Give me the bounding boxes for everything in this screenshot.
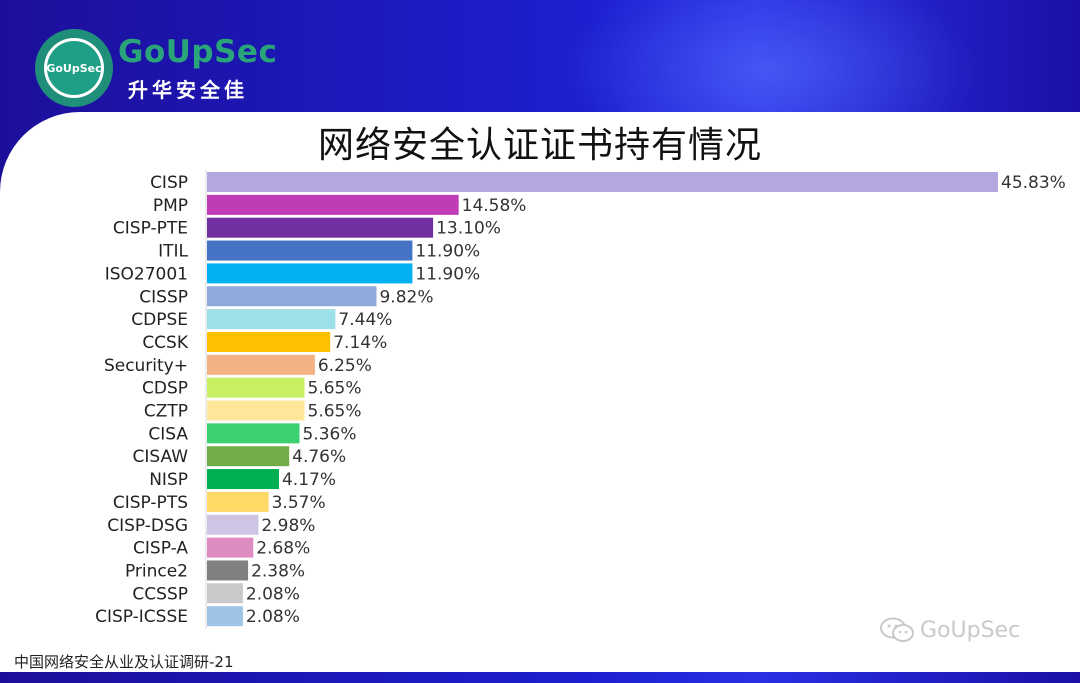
svg-text:GoUpSec: GoUpSec [46, 62, 101, 75]
bar-cisp [207, 172, 998, 192]
bar-ccsk [207, 331, 331, 352]
data-label: 14.58% [462, 196, 527, 216]
category-label: CCSSP [132, 584, 188, 604]
category-label: CISA [148, 424, 188, 444]
bar-pmp [207, 194, 459, 215]
watermark-text: GoUpSec [920, 617, 1021, 643]
bar-cisp-dsg [207, 514, 259, 535]
category-label: PMP [153, 196, 188, 216]
category-label: CISP-A [133, 539, 188, 559]
bar-cisp-pte [207, 217, 434, 238]
category-label: CDSP [142, 379, 188, 399]
data-label: 6.25% [318, 356, 372, 376]
bar-cdsp [207, 377, 305, 398]
bar-cisa [207, 423, 300, 444]
brand-seal-logo: GoUpSec [34, 28, 114, 108]
wechat-watermark: GoUpSec [880, 617, 1020, 643]
wechat-icon [880, 617, 914, 642]
data-label: 7.14% [333, 333, 387, 353]
data-label: 3.57% [272, 493, 326, 513]
data-label: 11.90% [415, 242, 480, 262]
bar-cisp-a [207, 537, 254, 558]
data-label: 5.65% [308, 379, 362, 399]
category-label: Security+ [104, 356, 188, 376]
category-label: CISAW [133, 447, 189, 467]
category-label: CISP-ICSSE [95, 607, 188, 627]
bar-cisaw [207, 446, 290, 467]
bar-iso27001 [207, 263, 413, 284]
category-label: CDPSE [131, 310, 188, 330]
bar-itil [207, 240, 413, 261]
footer-note: 中国网络安全从业及认证调研-21 [14, 653, 234, 671]
bar-nisp [207, 469, 279, 490]
bar-cissp [207, 286, 377, 307]
data-label: 2.68% [256, 539, 310, 559]
category-label: CISP [150, 173, 188, 193]
bar-cdpse [207, 309, 336, 330]
bar-cisp-icsse [207, 606, 243, 627]
data-label: 4.17% [282, 470, 336, 490]
data-label: 7.44% [338, 310, 392, 330]
data-label: 2.38% [251, 561, 305, 581]
category-label: Prince2 [125, 561, 188, 581]
data-label: 2.08% [246, 584, 300, 604]
data-label: 5.65% [308, 402, 362, 422]
chart-card [0, 112, 1080, 672]
chart-title: 网络安全认证证书持有情况 [317, 125, 762, 166]
bar-cztp [207, 400, 305, 421]
brand-name: GoUpSec [118, 34, 278, 70]
data-label: 4.76% [292, 447, 346, 467]
data-label: 11.90% [415, 264, 480, 284]
category-label: CISSP [139, 287, 188, 307]
data-label: 13.10% [436, 219, 501, 239]
category-label: CCSK [142, 333, 189, 353]
category-label: CISP-PTS [113, 493, 188, 513]
bar-cisp-pts [207, 491, 269, 512]
category-label: CISP-PTE [113, 219, 188, 239]
data-label: 2.08% [246, 607, 300, 627]
category-label: CZTP [144, 402, 188, 422]
data-label: 2.98% [261, 516, 315, 536]
category-label: CISP-DSG [107, 516, 188, 536]
bar-prince2 [207, 560, 249, 581]
bar-ccssp [207, 583, 243, 604]
category-label: ITIL [158, 242, 188, 262]
brand-name-cn: 升华安全佳 [128, 78, 248, 102]
bar-security- [207, 354, 315, 375]
category-label: NISP [149, 470, 188, 490]
category-label: ISO27001 [105, 264, 188, 284]
data-label: 5.36% [303, 424, 357, 444]
data-label: 45.83% [1001, 173, 1066, 193]
data-label: 9.82% [379, 287, 433, 307]
